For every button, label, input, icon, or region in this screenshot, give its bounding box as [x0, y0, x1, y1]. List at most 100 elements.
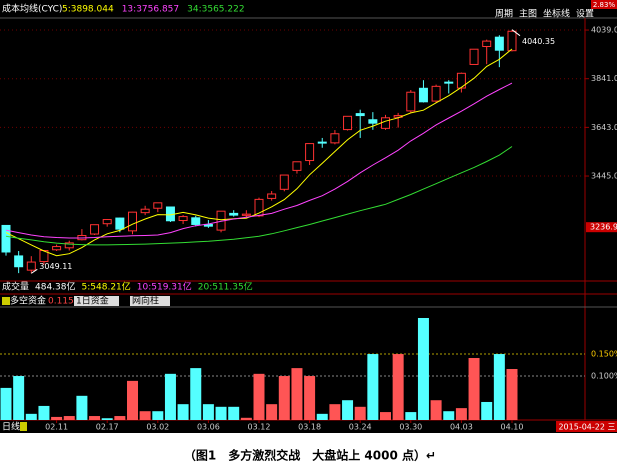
pointer — [511, 29, 521, 37]
candle-body — [140, 208, 150, 214]
legend-entry: 5:3898.044 — [62, 5, 114, 15]
x-tick-label: 03.18 — [298, 423, 321, 432]
price-badge — [586, 222, 617, 233]
bar — [240, 417, 252, 420]
candle-body — [368, 119, 378, 124]
x-tick-label: 03.12 — [248, 423, 271, 432]
bar — [152, 411, 164, 420]
x-tick-label: 04.03 — [450, 423, 473, 432]
volume-info: 10:519.31亿 — [137, 281, 192, 293]
candle-body — [381, 117, 390, 129]
dropdown-label[interactable]: 网向柱 — [132, 295, 159, 307]
bar — [76, 395, 88, 420]
x-tick-label: 03.02 — [146, 423, 169, 432]
help-icon[interactable] — [2, 297, 10, 305]
volume-info: 成交量 — [2, 281, 29, 293]
candle-body — [355, 113, 365, 117]
bar — [38, 405, 50, 420]
bar — [443, 411, 455, 420]
bar — [114, 416, 126, 420]
candle-body — [102, 219, 112, 225]
bar — [266, 404, 278, 420]
candle-body — [406, 91, 416, 112]
y-tick-label: 3643.0 — [591, 123, 617, 132]
toolbar-button[interactable]: 坐标线 — [543, 8, 570, 20]
high-label: 4040.35 — [522, 37, 555, 46]
dropdown-label[interactable]: 1日资金 — [76, 295, 109, 307]
bar — [329, 404, 341, 420]
candle-body — [292, 161, 302, 171]
background — [0, 0, 617, 433]
bar — [25, 413, 37, 420]
period-label: 日线 — [2, 421, 20, 433]
bar — [506, 368, 518, 420]
bar — [291, 368, 303, 420]
date-badge — [556, 421, 617, 432]
candle-body — [64, 242, 74, 249]
candle-body — [267, 193, 277, 199]
bar — [481, 401, 493, 420]
candle-body — [191, 217, 201, 225]
change-badge — [591, 0, 617, 9]
x-tick-label: 03.30 — [399, 423, 422, 432]
bar — [304, 376, 316, 420]
bar — [127, 380, 138, 420]
caption: （图1 多方激烈交战 大盘站上 4000 点）↵ — [184, 448, 436, 463]
candle-body — [279, 174, 289, 190]
candle-body — [482, 40, 492, 48]
dropdown[interactable] — [74, 296, 119, 306]
candle-body — [241, 213, 251, 216]
x-tick-label: 03.24 — [349, 423, 372, 432]
y-tick-label: 4039.0 — [591, 26, 617, 35]
volume-info: 484.38亿 — [35, 281, 76, 293]
candle-body — [115, 217, 125, 230]
bar — [51, 416, 63, 420]
bar — [430, 400, 442, 420]
x-tick-label: 02.17 — [96, 423, 119, 432]
dropdown[interactable] — [130, 296, 170, 306]
current-price: 3236.9 — [590, 223, 617, 232]
bar — [63, 416, 75, 420]
bar — [367, 354, 379, 420]
bar — [190, 368, 202, 420]
date-label: 2015-04-22 三 — [558, 423, 615, 432]
bar — [278, 376, 290, 420]
bar — [417, 317, 429, 420]
candle-body — [317, 141, 327, 144]
bar — [380, 412, 391, 420]
indicator-title: 成本均线(CYC) — [2, 3, 62, 15]
toolbar-button[interactable]: 周期 — [495, 9, 513, 20]
bar — [177, 404, 189, 420]
bar — [139, 411, 151, 420]
bar — [342, 400, 354, 420]
x-tick-label: 04.10 — [501, 423, 524, 432]
x-tick-label: 03.06 — [197, 423, 220, 432]
bar — [215, 406, 227, 420]
bar — [202, 404, 214, 420]
bar — [228, 406, 240, 420]
toolbar-button[interactable]: 主图 — [519, 8, 537, 20]
volume-info: 5:548.21亿 — [82, 281, 131, 293]
candle-body — [153, 202, 163, 209]
candle-body — [128, 211, 137, 232]
bar — [493, 354, 505, 420]
candle-body — [469, 48, 479, 65]
y-tick-label: 3445.0 — [591, 172, 617, 181]
candle-body — [26, 261, 36, 271]
y-tick-label: 0.150% — [591, 350, 617, 359]
bar — [405, 412, 417, 420]
bar — [164, 373, 176, 420]
moving-average — [5, 146, 513, 246]
toolbar-button[interactable]: 设置 — [576, 9, 594, 20]
x-tick-label: 02.11 — [45, 423, 68, 432]
bar — [253, 373, 265, 420]
bar — [316, 413, 328, 420]
change-label: 2.83% — [593, 1, 616, 9]
candle-body — [229, 212, 239, 216]
bar — [354, 406, 366, 420]
bar — [392, 354, 404, 420]
candle-body — [178, 216, 188, 222]
indicator-title: 多空资金 — [10, 295, 46, 307]
candle-body — [90, 224, 100, 235]
